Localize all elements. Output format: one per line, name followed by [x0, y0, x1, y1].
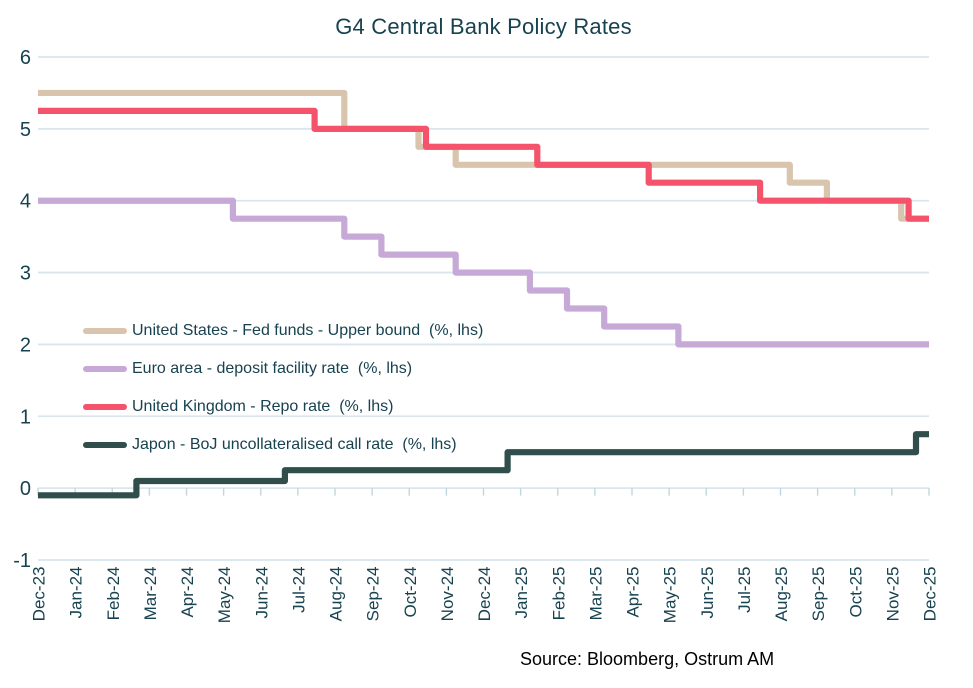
x-axis-label: Aug-24 — [327, 567, 346, 622]
x-axis-label: Nov-24 — [438, 567, 457, 622]
x-axis-label: Jun-25 — [698, 567, 717, 619]
x-axis-label: Mar-25 — [586, 567, 605, 621]
chart-legend: United States - Fed funds - Upper bound … — [83, 312, 483, 464]
series-lines — [38, 89, 929, 499]
x-axis-label: Nov-25 — [883, 567, 902, 622]
y-axis-label: 0 — [20, 478, 31, 500]
x-axis-ticks — [37, 488, 930, 496]
legend-item-us: United States - Fed funds - Upper bound … — [83, 312, 483, 350]
chart-title: G4 Central Bank Policy Rates — [335, 14, 632, 39]
legend-swatch-uk — [83, 404, 127, 410]
x-axis-label: Aug-25 — [772, 567, 791, 622]
x-axis-label: Mar-24 — [141, 567, 160, 621]
x-axis-label: Jul-24 — [289, 567, 308, 613]
x-axis-label: Jan-24 — [67, 567, 86, 619]
y-axis-label: 6 — [20, 47, 31, 69]
series-line-japan — [38, 431, 929, 499]
legend-swatch-euro — [83, 366, 127, 372]
legend-item-japan: Japon - BoJ uncollateralised call rate (… — [83, 426, 483, 464]
y-axis-label: 1 — [20, 406, 31, 428]
x-axis-label: Sep-24 — [364, 567, 383, 622]
x-axis-label: Oct-24 — [401, 567, 420, 618]
y-axis-label: 5 — [20, 119, 31, 141]
legend-label-japan: Japon - BoJ uncollateralised call rate (… — [132, 436, 457, 453]
y-axis-label: -1 — [13, 550, 31, 572]
legend-swatch-us — [83, 328, 127, 334]
legend-item-uk: United Kingdom - Repo rate (%, lhs) — [83, 388, 483, 426]
legend-label-uk: United Kingdom - Repo rate (%, lhs) — [132, 398, 394, 415]
source-note: Source: Bloomberg, Ostrum AM — [520, 649, 775, 669]
series-line-uk — [38, 107, 929, 222]
series-line-euro — [38, 197, 929, 348]
legend-swatch-japan — [83, 442, 127, 448]
legend-item-euro: Euro area - deposit facility rate (%, lh… — [83, 350, 483, 388]
x-axis-labels: Dec-23 Jan-24 Feb-24 Mar-24 Apr-24 May-24 Jun-… — [30, 567, 940, 624]
x-axis-label: Dec-24 — [475, 567, 494, 622]
gridlines — [38, 56, 929, 561]
y-axis-label: 2 — [20, 334, 31, 356]
x-axis-label: Apr-24 — [178, 567, 197, 618]
x-axis-label: Apr-25 — [624, 567, 643, 618]
x-axis-label: Sep-25 — [809, 567, 828, 622]
x-axis-label: Jul-25 — [735, 567, 754, 613]
x-axis-label: Jun-24 — [252, 567, 271, 619]
legend-label-us: United States - Fed funds - Upper bound … — [132, 322, 484, 339]
x-axis-label: Dec-25 — [921, 567, 940, 622]
x-axis-label: Feb-25 — [549, 567, 568, 621]
x-axis-label: Oct-25 — [846, 567, 865, 618]
x-axis-label: Jan-25 — [512, 567, 531, 619]
x-axis-label: May-24 — [215, 567, 234, 624]
x-axis-label: Dec-23 — [30, 567, 49, 622]
y-axis-labels: 6 5 4 3 2 1 0 -1 — [13, 47, 31, 572]
y-axis-label: 3 — [20, 263, 31, 285]
x-axis-label: May-25 — [661, 567, 680, 624]
legend-label-euro: Euro area - deposit facility rate (%, lh… — [132, 360, 413, 377]
x-axis-label: Feb-24 — [104, 567, 123, 621]
y-axis-label: 4 — [20, 191, 31, 213]
